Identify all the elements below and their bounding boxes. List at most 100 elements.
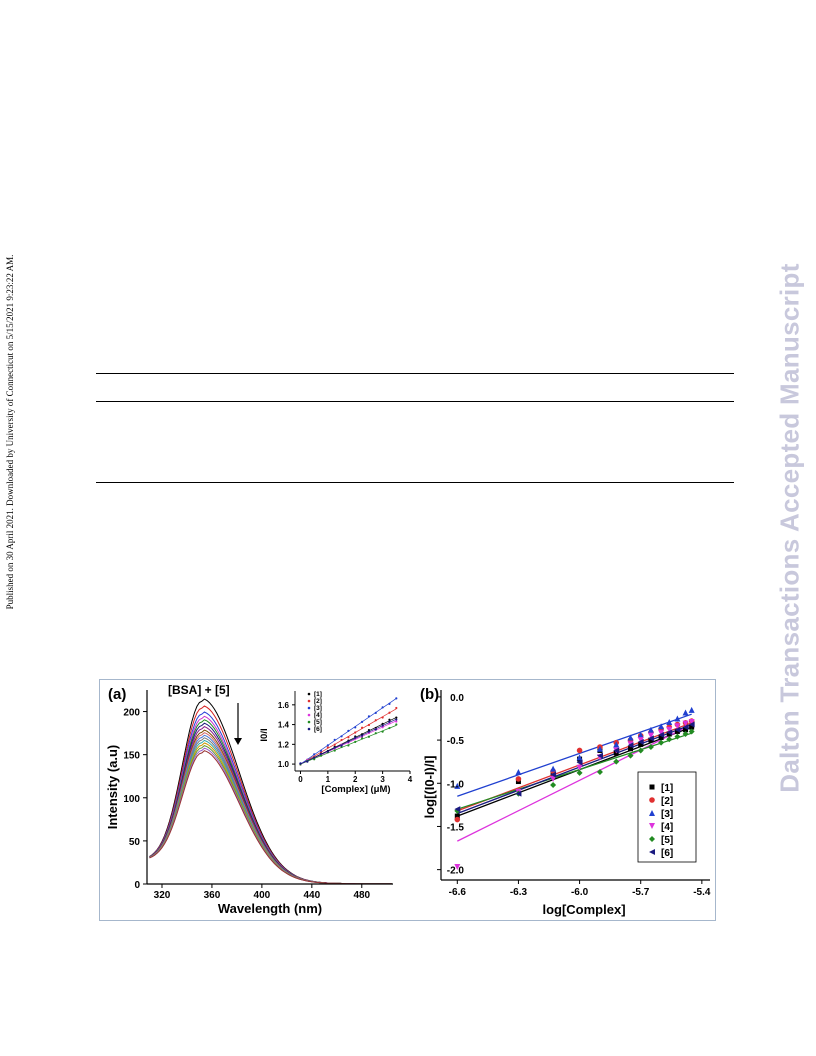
data-point — [596, 769, 603, 776]
inset-point — [381, 716, 384, 719]
inset-point — [340, 735, 343, 738]
panel-a-chart: (a) [BSA] + [5] 320 360 400 440 480 05010015… — [105, 683, 393, 916]
data-point — [688, 721, 695, 728]
inset-point — [360, 734, 364, 737]
data-point — [688, 718, 695, 725]
panel-b-legend-box — [637, 771, 697, 863]
inset-point — [333, 743, 336, 746]
y-tick-label: -2.0 — [447, 866, 465, 877]
data-point — [658, 731, 665, 738]
inset-x-tick-label: 3 — [380, 775, 385, 784]
inset-legend-label: [3] — [314, 705, 322, 712]
inset-point — [313, 756, 316, 759]
data-point — [647, 726, 654, 733]
legend-label: [5] — [661, 835, 673, 846]
data-point — [666, 736, 673, 743]
data-point — [613, 741, 620, 748]
data-point — [674, 715, 681, 722]
inset-legend-label: [6] — [314, 726, 322, 733]
table-bottom-rule — [96, 482, 734, 483]
legend-label: [3] — [661, 809, 673, 820]
data-point — [688, 728, 695, 735]
inset-legend-label: [2] — [314, 698, 322, 705]
inset-point — [354, 740, 357, 743]
data-point — [666, 718, 673, 725]
y-tick-label: 0 — [134, 880, 140, 891]
inset-point — [367, 730, 371, 733]
data-point — [658, 730, 665, 737]
inset-legend-label: [5] — [314, 719, 322, 726]
data-point — [666, 726, 673, 733]
inset-point — [388, 702, 391, 705]
legend-marker — [649, 810, 655, 816]
inset-x-tick-label: 2 — [353, 775, 358, 784]
x-tick-label: 320 — [154, 890, 171, 901]
data-point — [658, 739, 665, 746]
inset-point — [395, 720, 398, 723]
inset-point — [360, 720, 364, 723]
x-tick-label: 360 — [204, 890, 221, 901]
inset-point — [395, 716, 398, 719]
data-point — [454, 816, 461, 823]
data-point — [627, 742, 634, 749]
inset-point — [354, 726, 357, 729]
y-tick-label: 100 — [123, 794, 140, 805]
inset-point — [347, 729, 350, 732]
table-top-rule — [96, 373, 734, 374]
inset-point — [340, 744, 343, 747]
panel-b-label: (b) — [420, 686, 439, 703]
panel-a-annotation: [BSA] + [5] — [168, 683, 230, 697]
inset-y-tick-label: 1.0 — [278, 760, 290, 769]
legend-label: [2] — [661, 796, 673, 807]
inset-point — [374, 728, 377, 731]
data-point — [647, 732, 654, 739]
data-point — [666, 729, 673, 736]
data-point — [454, 864, 461, 871]
data-point — [674, 723, 681, 730]
data-point — [454, 806, 461, 813]
panel-a-x-label: Wavelength (nm) — [218, 901, 322, 916]
inset-point — [347, 744, 350, 747]
fit-line — [457, 723, 692, 842]
decrease-arrow-head — [234, 738, 242, 745]
data-point — [647, 744, 654, 750]
data-point — [515, 790, 522, 797]
x-tick-label: -6.6 — [449, 887, 467, 898]
inset-point — [388, 718, 391, 721]
inset-point — [374, 711, 377, 714]
inset-point — [374, 719, 377, 722]
data-point — [550, 771, 557, 778]
data-point — [666, 731, 672, 737]
inset-point — [395, 697, 398, 700]
panel-b-y-label: log[(I0-I)/I] — [422, 756, 437, 819]
data-point — [674, 726, 681, 733]
inset-point — [326, 746, 329, 749]
inset-y-tick-label: 1.4 — [278, 721, 290, 730]
inset-point — [326, 744, 329, 747]
inset-point — [381, 724, 384, 727]
inset-point — [381, 722, 384, 725]
data-point — [576, 754, 583, 761]
legend-label: [6] — [661, 848, 673, 859]
inset-point — [333, 746, 336, 749]
inset-x-label: [Complex] (μM) — [321, 784, 390, 795]
inset-point — [354, 736, 357, 739]
inset-point — [395, 718, 398, 721]
inset-legend-marker — [307, 692, 311, 696]
inset-point — [354, 731, 357, 734]
x-tick-label: -5.4 — [693, 887, 711, 898]
inset-point — [374, 732, 377, 735]
data-point — [628, 746, 634, 752]
inset-x-tick-label: 0 — [298, 775, 303, 784]
y-tick-label: 150 — [123, 751, 140, 762]
inset-legend-label: [1] — [314, 691, 322, 698]
data-point — [596, 745, 603, 752]
data-point — [576, 747, 583, 754]
data-point — [682, 724, 689, 731]
panel-b-chart: (b) -6.6 -6.3 -6.0 -5.7 -5.4 0.0 -0.5 -1.0 -1.5… — [420, 686, 711, 917]
inset-legend-marker — [307, 699, 311, 703]
inset-point — [388, 726, 391, 730]
inset-point — [333, 749, 336, 752]
data-point — [637, 738, 644, 745]
x-tick-label: 400 — [254, 890, 271, 901]
